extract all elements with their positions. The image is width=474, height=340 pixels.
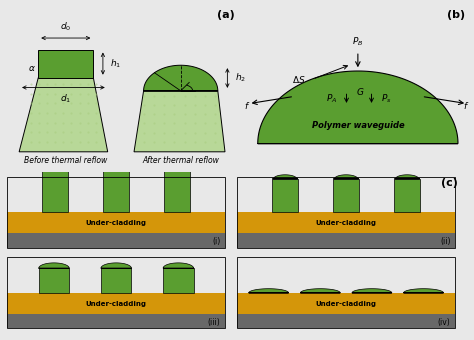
Text: $G$: $G$ [356, 86, 365, 97]
Text: $P_A$: $P_A$ [326, 92, 337, 105]
Text: $f$: $f$ [463, 100, 469, 111]
Polygon shape [144, 65, 218, 91]
Polygon shape [403, 289, 444, 293]
Polygon shape [103, 159, 129, 212]
Polygon shape [394, 179, 420, 212]
Polygon shape [249, 289, 289, 293]
Polygon shape [352, 289, 392, 293]
Text: Before thermal reflow: Before thermal reflow [24, 156, 108, 165]
Text: $d_0$: $d_0$ [60, 21, 72, 33]
Polygon shape [333, 179, 359, 212]
Text: Under-cladding: Under-cladding [316, 220, 377, 226]
Text: (iv): (iv) [438, 318, 450, 327]
Text: $\Delta S$: $\Delta S$ [292, 74, 306, 85]
Polygon shape [134, 91, 225, 152]
Text: (ii): (ii) [440, 237, 450, 246]
Text: $f$: $f$ [244, 100, 250, 111]
Text: $h_2$: $h_2$ [235, 72, 246, 84]
Polygon shape [164, 159, 190, 212]
Text: $P_s$: $P_s$ [381, 92, 391, 105]
Polygon shape [42, 159, 68, 212]
Polygon shape [237, 233, 455, 248]
Polygon shape [7, 212, 225, 233]
Polygon shape [163, 268, 193, 293]
Text: (i): (i) [212, 237, 220, 246]
Polygon shape [237, 293, 455, 314]
Text: Polymer waveguide: Polymer waveguide [311, 121, 404, 130]
Text: $R$: $R$ [159, 77, 166, 88]
Polygon shape [237, 314, 455, 328]
Text: Under-cladding: Under-cladding [316, 301, 377, 307]
Polygon shape [301, 289, 340, 293]
Polygon shape [19, 78, 108, 152]
Polygon shape [39, 263, 69, 268]
Polygon shape [272, 179, 298, 212]
Text: $h_1$: $h_1$ [110, 57, 121, 70]
Polygon shape [39, 268, 69, 293]
Polygon shape [163, 263, 193, 268]
Polygon shape [394, 175, 420, 179]
Polygon shape [272, 175, 298, 179]
Text: (c): (c) [441, 178, 457, 188]
Text: Under-cladding: Under-cladding [86, 220, 146, 226]
Text: (a): (a) [217, 10, 235, 20]
Text: $\theta$: $\theta$ [198, 76, 204, 87]
Polygon shape [237, 212, 455, 233]
Text: $\alpha$: $\alpha$ [28, 64, 36, 73]
Text: $d_2$: $d_2$ [175, 64, 186, 76]
Polygon shape [101, 268, 131, 293]
Polygon shape [7, 233, 225, 248]
Text: $d_1$: $d_1$ [60, 92, 72, 105]
Polygon shape [333, 175, 359, 179]
Text: (iii): (iii) [208, 318, 220, 327]
Polygon shape [7, 293, 225, 314]
Text: (b): (b) [447, 10, 465, 20]
Polygon shape [38, 50, 93, 78]
Polygon shape [101, 263, 131, 268]
Text: Under-cladding: Under-cladding [86, 301, 146, 307]
Polygon shape [7, 314, 225, 328]
Text: After thermal reflow: After thermal reflow [142, 156, 219, 165]
Polygon shape [258, 71, 458, 143]
Text: $P_B$: $P_B$ [352, 35, 364, 48]
